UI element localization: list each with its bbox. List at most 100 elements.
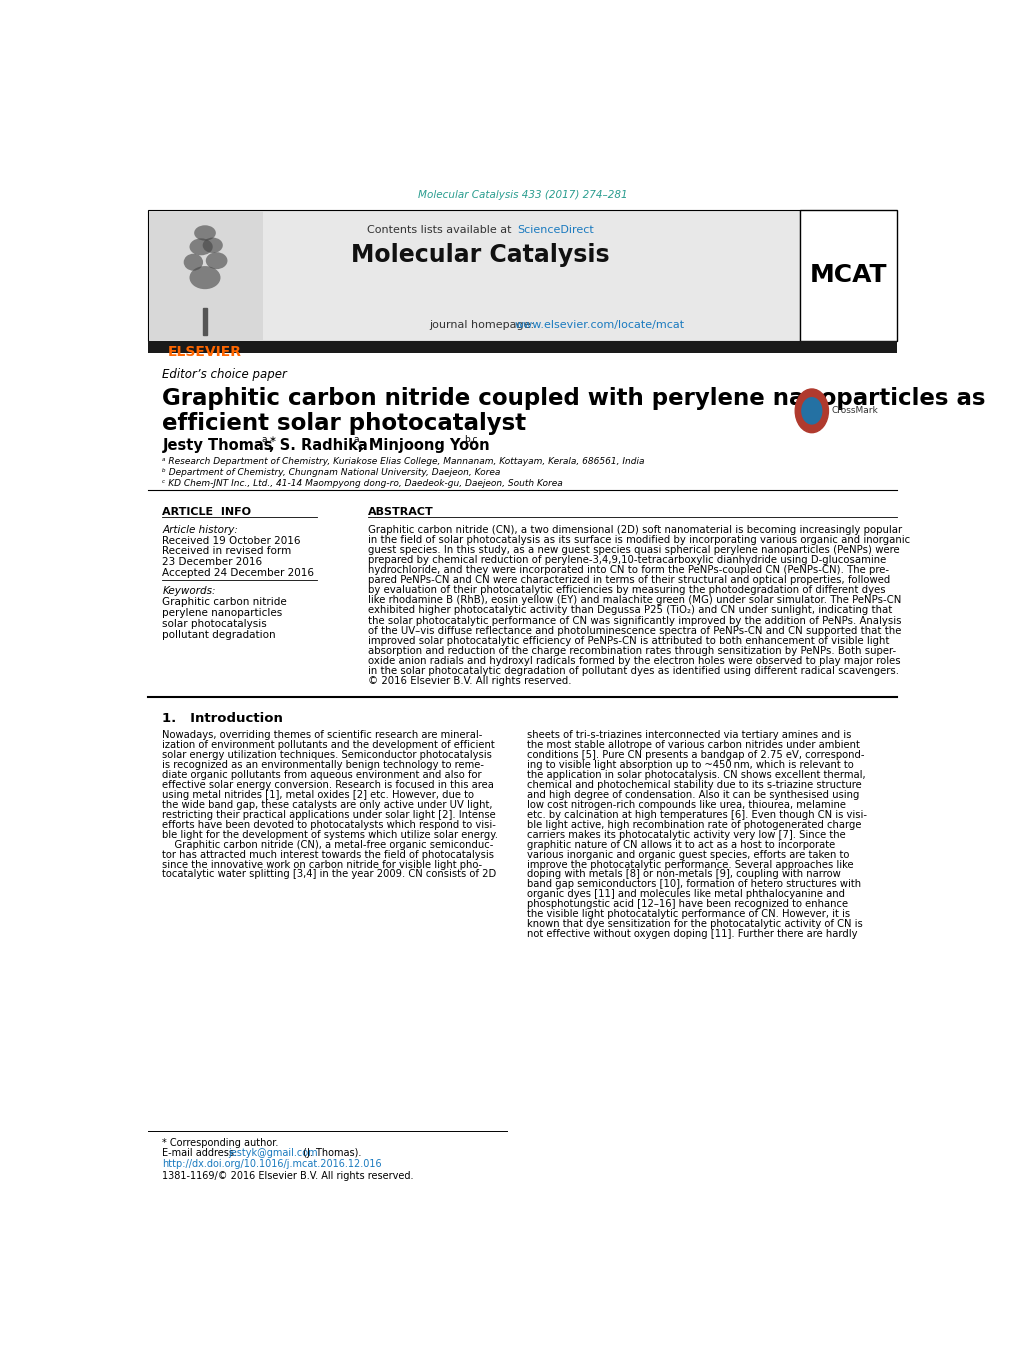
Text: a: a <box>353 435 358 443</box>
Text: E-mail address:: E-mail address: <box>162 1148 240 1158</box>
Text: , Minjoong Yoon: , Minjoong Yoon <box>358 438 489 453</box>
Text: exhibited higher photocatalytic activity than Degussa P25 (TiO₂) and CN under su: exhibited higher photocatalytic activity… <box>368 605 892 616</box>
Text: perylene nanoparticles: perylene nanoparticles <box>162 608 282 617</box>
Text: ᶜ KD Chem-JNT Inc., Ltd., 41-14 Maompyong dong-ro, Daedeok-gu, Daejeon, South Ko: ᶜ KD Chem-JNT Inc., Ltd., 41-14 Maompyon… <box>162 478 562 488</box>
Text: solar photocatalysis: solar photocatalysis <box>162 619 267 628</box>
Text: ing to visible light absorption up to ~450 nm, which is relevant to: ing to visible light absorption up to ~4… <box>526 761 853 770</box>
Ellipse shape <box>203 238 222 253</box>
Text: known that dye sensitization for the photocatalytic activity of CN is: known that dye sensitization for the pho… <box>526 919 861 929</box>
Bar <box>800 209 896 340</box>
Text: a,∗: a,∗ <box>261 435 277 443</box>
Text: ARTICLE  INFO: ARTICLE INFO <box>162 507 251 517</box>
Text: , S. Radhika: , S. Radhika <box>269 438 368 453</box>
Text: by evaluation of their photocatalytic efficiencies by measuring the photodegrada: by evaluation of their photocatalytic ef… <box>368 585 884 596</box>
Text: restricting their practical applications under solar light [2]. Intense: restricting their practical applications… <box>162 809 495 820</box>
Text: Contents lists available at: Contents lists available at <box>367 226 515 235</box>
Text: efforts have been devoted to photocatalysts which respond to visi-: efforts have been devoted to photocataly… <box>162 820 496 830</box>
Text: www.elsevier.com/locate/mcat: www.elsevier.com/locate/mcat <box>515 320 685 330</box>
Text: Nowadays, overriding themes of scientific research are mineral-: Nowadays, overriding themes of scientifi… <box>162 731 482 740</box>
Text: Graphitic carbon nitride: Graphitic carbon nitride <box>162 597 286 607</box>
Text: hydrochloride, and they were incorporated into CN to form the PeNPs-coupled CN (: hydrochloride, and they were incorporate… <box>368 565 888 576</box>
Text: CrossMark: CrossMark <box>830 407 877 415</box>
Text: tor has attracted much interest towards the field of photocatalysis: tor has attracted much interest towards … <box>162 850 494 859</box>
Text: graphitic nature of CN allows it to act as a host to incorporate: graphitic nature of CN allows it to act … <box>526 839 835 850</box>
Text: ScienceDirect: ScienceDirect <box>517 226 593 235</box>
Text: tocatalytic water splitting [3,4] in the year 2009. CN consists of 2D: tocatalytic water splitting [3,4] in the… <box>162 870 496 880</box>
Text: doping with metals [8] or non-metals [9], coupling with narrow: doping with metals [8] or non-metals [9]… <box>526 870 840 880</box>
Text: efficient solar photocatalyst: efficient solar photocatalyst <box>162 412 526 435</box>
Text: ble light for the development of systems which utilize solar energy.: ble light for the development of systems… <box>162 830 498 840</box>
Text: Received 19 October 2016: Received 19 October 2016 <box>162 535 301 546</box>
Text: 23 December 2016: 23 December 2016 <box>162 557 262 567</box>
Bar <box>149 209 800 340</box>
Text: guest species. In this study, as a new guest species quasi spherical perylene na: guest species. In this study, as a new g… <box>368 544 899 555</box>
Text: prepared by chemical reduction of perylene-3,4,9,10-tetracarboxylic dianhydride : prepared by chemical reduction of peryle… <box>368 555 886 565</box>
Text: ble light active, high recombination rate of photogenerated charge: ble light active, high recombination rat… <box>526 820 860 830</box>
Text: diate organic pollutants from aqueous environment and also for: diate organic pollutants from aqueous en… <box>162 770 482 780</box>
Text: the wide band gap, these catalysts are only active under UV light,: the wide band gap, these catalysts are o… <box>162 800 492 809</box>
Text: b,c: b,c <box>465 435 478 443</box>
Text: like rhodamine B (RhB), eosin yellow (EY) and malachite green (MG) under solar s: like rhodamine B (RhB), eosin yellow (EY… <box>368 596 900 605</box>
Circle shape <box>795 389 827 432</box>
Text: since the innovative work on carbon nitride for visible light pho-: since the innovative work on carbon nitr… <box>162 859 482 870</box>
Text: 1.   Introduction: 1. Introduction <box>162 712 283 725</box>
Text: Graphitic carbon nitride (CN), a two dimensional (2D) soft nanomaterial is becom: Graphitic carbon nitride (CN), a two dim… <box>368 524 901 535</box>
Text: the most stable allotrope of various carbon nitrides under ambient: the most stable allotrope of various car… <box>526 740 859 750</box>
Text: etc. by calcination at high temperatures [6]. Even though CN is visi-: etc. by calcination at high temperatures… <box>526 809 866 820</box>
Text: ᵇ Department of Chemistry, Chungnam National University, Daejeon, Korea: ᵇ Department of Chemistry, Chungnam Nati… <box>162 467 500 477</box>
Text: carriers makes its photocatalytic activity very low [7]. Since the: carriers makes its photocatalytic activi… <box>526 830 845 840</box>
Text: in the solar photocatalytic degradation of pollutant dyes as identified using di: in the solar photocatalytic degradation … <box>368 666 898 676</box>
Text: journal homepage:: journal homepage: <box>429 320 538 330</box>
Text: sheets of tri-s-triazines interconnected via tertiary amines and is: sheets of tri-s-triazines interconnected… <box>526 731 850 740</box>
Text: effective solar energy conversion. Research is focused in this area: effective solar energy conversion. Resea… <box>162 780 494 790</box>
Text: solar energy utilization techniques. Semiconductor photocatalysis: solar energy utilization techniques. Sem… <box>162 750 492 761</box>
Text: Article history:: Article history: <box>162 524 238 535</box>
Text: and high degree of condensation. Also it can be synthesised using: and high degree of condensation. Also it… <box>526 790 858 800</box>
Text: oxide anion radials and hydroxyl radicals formed by the electron holes were obse: oxide anion radials and hydroxyl radical… <box>368 657 900 666</box>
Text: in the field of solar photocatalysis as its surface is modified by incorporating: in the field of solar photocatalysis as … <box>368 535 909 544</box>
Text: Editor’s choice paper: Editor’s choice paper <box>162 369 287 381</box>
Text: pared PeNPs-CN and CN were characterized in terms of their structural and optica: pared PeNPs-CN and CN were characterized… <box>368 576 890 585</box>
Text: ABSTRACT: ABSTRACT <box>368 507 433 517</box>
Text: chemical and photochemical stability due to its s-triazine structure: chemical and photochemical stability due… <box>526 780 860 790</box>
Text: Accepted 24 December 2016: Accepted 24 December 2016 <box>162 567 314 578</box>
Text: * Corresponding author.: * Corresponding author. <box>162 1138 278 1148</box>
Text: is recognized as an environmentally benign technology to reme-: is recognized as an environmentally beni… <box>162 761 484 770</box>
Polygon shape <box>203 308 207 335</box>
Text: MCAT: MCAT <box>809 263 887 288</box>
Text: of the UV–vis diffuse reflectance and photoluminescence spectra of PeNPs-CN and : of the UV–vis diffuse reflectance and ph… <box>368 626 900 636</box>
Text: ELSEVIER: ELSEVIER <box>168 345 242 358</box>
Bar <box>149 211 263 340</box>
Text: Molecular Catalysis 433 (2017) 274–281: Molecular Catalysis 433 (2017) 274–281 <box>418 190 627 200</box>
Text: Graphitic carbon nitride (CN), a metal-free organic semiconduc-: Graphitic carbon nitride (CN), a metal-f… <box>162 839 493 850</box>
Ellipse shape <box>206 253 227 269</box>
Ellipse shape <box>194 226 216 240</box>
Text: improved solar photocatalytic efficiency of PeNPs-CN is attributed to both enhan: improved solar photocatalytic efficiency… <box>368 636 889 646</box>
Text: phosphotungstic acid [12–16] have been recognized to enhance: phosphotungstic acid [12–16] have been r… <box>526 900 847 909</box>
Text: the visible light photocatalytic performance of CN. However, it is: the visible light photocatalytic perform… <box>526 909 849 919</box>
Bar <box>149 340 896 353</box>
Text: Graphitic carbon nitride coupled with perylene nanoparticles as: Graphitic carbon nitride coupled with pe… <box>162 386 985 409</box>
Text: using metal nitrides [1], metal oxides [2] etc. However, due to: using metal nitrides [1], metal oxides [… <box>162 790 474 800</box>
Text: the application in solar photocatalysis. CN shows excellent thermal,: the application in solar photocatalysis.… <box>526 770 864 780</box>
Text: absorption and reduction of the charge recombination rates through sensitization: absorption and reduction of the charge r… <box>368 646 895 655</box>
Text: (J. Thomas).: (J. Thomas). <box>300 1148 361 1158</box>
Text: Received in revised form: Received in revised form <box>162 546 291 557</box>
Text: band gap semiconductors [10], formation of hetero structures with: band gap semiconductors [10], formation … <box>526 880 860 889</box>
Ellipse shape <box>183 254 203 270</box>
Text: the solar photocatalytic performance of CN was significantly improved by the add: the solar photocatalytic performance of … <box>368 616 901 626</box>
Text: conditions [5]. Pure CN presents a bandgap of 2.75 eV, correspond-: conditions [5]. Pure CN presents a bandg… <box>526 750 863 761</box>
Text: jestyk@gmail.com: jestyk@gmail.com <box>228 1148 318 1158</box>
Text: not effective without oxygen doping [11]. Further there are hardly: not effective without oxygen doping [11]… <box>526 929 856 939</box>
Ellipse shape <box>190 238 213 255</box>
Text: improve the photocatalytic performance. Several approaches like: improve the photocatalytic performance. … <box>526 859 853 870</box>
Text: ᵃ Research Department of Chemistry, Kuriakose Elias College, Mannanam, Kottayam,: ᵃ Research Department of Chemistry, Kuri… <box>162 457 644 466</box>
Text: 1381-1169/© 2016 Elsevier B.V. All rights reserved.: 1381-1169/© 2016 Elsevier B.V. All right… <box>162 1171 414 1181</box>
Text: Molecular Catalysis: Molecular Catalysis <box>351 243 608 267</box>
Text: pollutant degradation: pollutant degradation <box>162 630 276 639</box>
Text: low cost nitrogen-rich compounds like urea, thiourea, melamine: low cost nitrogen-rich compounds like ur… <box>526 800 845 809</box>
Text: © 2016 Elsevier B.V. All rights reserved.: © 2016 Elsevier B.V. All rights reserved… <box>368 676 571 686</box>
Ellipse shape <box>190 266 220 289</box>
Text: organic dyes [11] and molecules like metal phthalocyanine and: organic dyes [11] and molecules like met… <box>526 889 844 900</box>
Text: http://dx.doi.org/10.1016/j.mcat.2016.12.016: http://dx.doi.org/10.1016/j.mcat.2016.12… <box>162 1159 382 1169</box>
